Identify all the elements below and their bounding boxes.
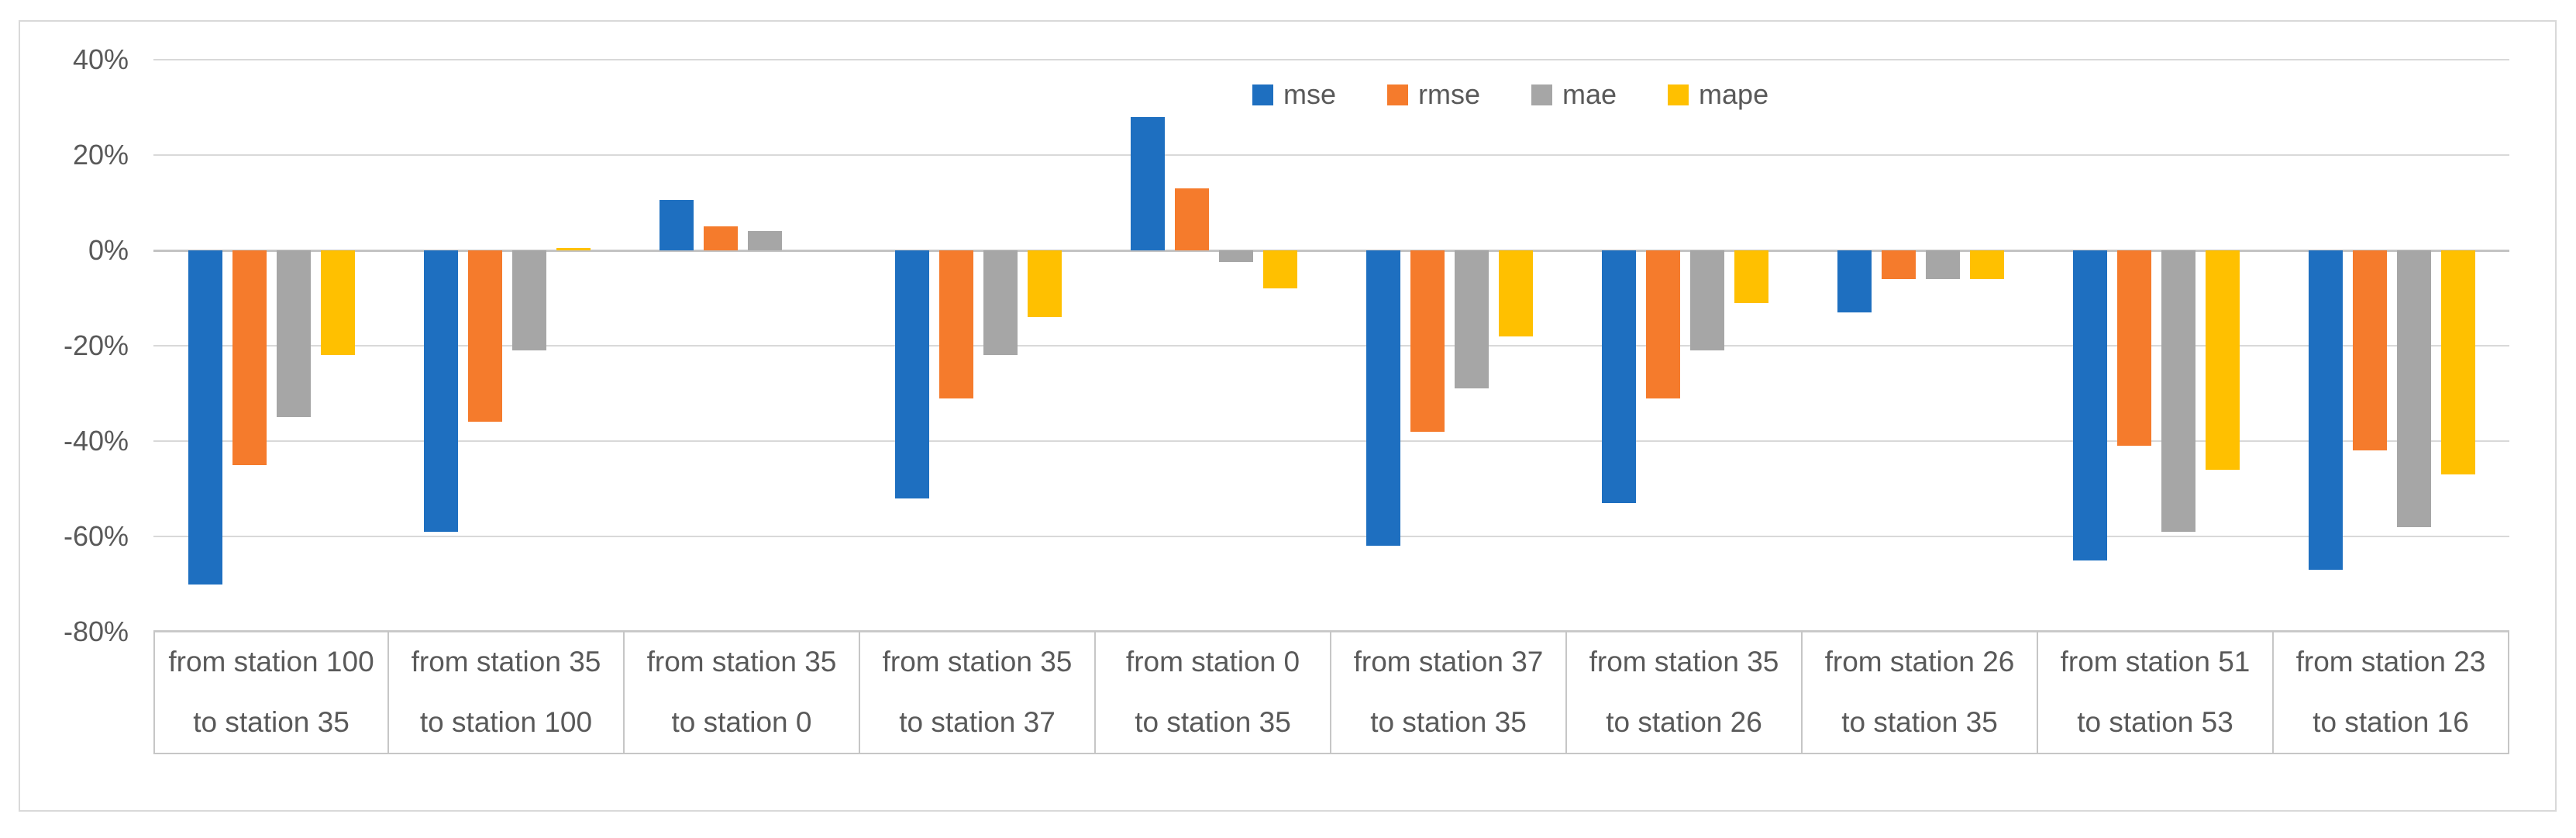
legend-item-mse: mse: [1252, 81, 1336, 109]
bar-mape-cat8: [1969, 250, 2004, 279]
category-label-cell-7: from station 35 to station 26: [1567, 630, 1803, 754]
category-line1: from station 23: [2295, 646, 2486, 678]
category-line1: from station 35: [882, 646, 1073, 678]
y-tick-label--20: -20%: [63, 329, 129, 361]
bar-mae-cat6: [1454, 250, 1489, 389]
bar-mae-cat7: [1689, 250, 1724, 351]
category-line2: to station 35: [1370, 706, 1527, 738]
bar-rmse-cat4: [938, 250, 973, 398]
legend-label-mape: mape: [1699, 78, 1769, 110]
y-tick-label-40: 40%: [72, 43, 129, 75]
bar-rmse-cat3: [703, 226, 738, 250]
category-label-cell-4: from station 35 to station 37: [860, 630, 1096, 754]
bar-mae-cat9: [2161, 250, 2195, 532]
bar-mae-cat10: [2396, 250, 2431, 527]
bar-mse-cat7: [1601, 250, 1636, 503]
category-label-cell-8: from station 26 to station 35: [1803, 630, 2038, 754]
category-label-cell-3: from station 35 to station 0: [625, 630, 860, 754]
bar-rmse-cat9: [2116, 250, 2151, 447]
bar-mse-cat6: [1365, 250, 1400, 547]
gridline-20: [153, 154, 2509, 156]
bar-mape-cat7: [1734, 250, 1768, 303]
bar-rmse-cat2: [467, 250, 502, 422]
y-tick-label-0: 0%: [88, 234, 129, 266]
gridline--80: [153, 631, 2509, 633]
bar-rmse-cat1: [232, 250, 267, 465]
bar-mse-cat1: [188, 250, 222, 585]
category-line1: from station 37: [1353, 646, 1544, 678]
category-line2: to station 35: [193, 706, 350, 738]
bar-mae-cat8: [1925, 250, 1960, 279]
bar-mape-cat2: [556, 247, 591, 250]
category-line2: to station 16: [2313, 706, 2469, 738]
bar-mae-cat4: [983, 250, 1018, 356]
gridline-40: [153, 59, 2509, 60]
legend-label-rmse: rmse: [1418, 78, 1481, 110]
bar-rmse-cat10: [2352, 250, 2387, 451]
category-label-cell-6: from station 37 to station 35: [1331, 630, 1567, 754]
category-line1: from station 35: [646, 646, 837, 678]
y-tick-label-20: 20%: [72, 139, 129, 171]
legend: mse rmse mae mape: [1252, 81, 1768, 109]
legend-swatch-mape: [1668, 84, 1689, 105]
y-tick-label--60: -60%: [63, 520, 129, 552]
category-line2: to station 35: [1135, 706, 1291, 738]
legend-item-mape: mape: [1668, 81, 1768, 109]
category-label-cell-5: from station 0 to station 35: [1096, 630, 1331, 754]
bar-rmse-cat5: [1174, 188, 1209, 250]
bar-mse-cat3: [659, 200, 694, 250]
gridline--60: [153, 536, 2509, 537]
category-line1: from station 0: [1125, 646, 1300, 678]
bar-mae-cat1: [276, 250, 311, 418]
bar-mape-cat6: [1498, 250, 1533, 336]
bar-rmse-cat7: [1645, 250, 1680, 398]
bar-mape-cat10: [2440, 250, 2475, 475]
category-line1: from station 100: [168, 646, 374, 678]
legend-item-rmse: rmse: [1387, 81, 1480, 109]
bar-mae-cat5: [1218, 250, 1253, 263]
bar-mape-cat4: [1027, 250, 1062, 318]
legend-swatch-mse: [1252, 84, 1273, 105]
category-label-cell-9: from station 51 to station 53: [2038, 630, 2274, 754]
bar-mae-cat2: [511, 250, 546, 351]
category-line1: from station 51: [2060, 646, 2251, 678]
category-line1: from station 35: [411, 646, 601, 678]
category-line1: from station 35: [1589, 646, 1779, 678]
legend-item-mae: mae: [1531, 81, 1617, 109]
y-tick-label--80: -80%: [63, 616, 129, 647]
y-tick-label--40: -40%: [63, 425, 129, 457]
category-label-cell-1: from station 100 to station 35: [153, 630, 389, 754]
category-line2: to station 26: [1606, 706, 1762, 738]
legend-label-mse: mse: [1283, 78, 1337, 110]
bar-mse-cat10: [2308, 250, 2343, 571]
bar-mse-cat9: [2072, 250, 2107, 560]
legend-label-mae: mae: [1562, 78, 1617, 110]
gridline--20: [153, 345, 2509, 347]
category-label-cell-10: from station 23 to station 16: [2274, 630, 2509, 754]
bar-mse-cat4: [894, 250, 929, 498]
category-line2: to station 100: [419, 706, 593, 738]
bar-mae-cat3: [747, 231, 782, 250]
bar-rmse-cat8: [1881, 250, 1916, 279]
category-line1: from station 26: [1824, 646, 2015, 678]
bar-mse-cat5: [1130, 116, 1165, 250]
bar-mape-cat5: [1262, 250, 1297, 289]
bar-mape-cat9: [2205, 250, 2240, 470]
category-label-cell-2: from station 35 to station 100: [389, 630, 625, 754]
zero-axis-line: [153, 249, 2509, 252]
category-line2: to station 37: [899, 706, 1056, 738]
category-line2: to station 53: [2077, 706, 2233, 738]
category-line2: to station 35: [1841, 706, 1998, 738]
bar-mse-cat8: [1837, 250, 1872, 312]
bar-mse-cat2: [423, 250, 458, 532]
gridline--40: [153, 440, 2509, 442]
bar-rmse-cat6: [1410, 250, 1445, 432]
category-line2: to station 0: [671, 706, 812, 738]
legend-swatch-rmse: [1387, 84, 1409, 105]
bar-mape-cat1: [320, 250, 355, 356]
legend-swatch-mae: [1531, 84, 1553, 105]
